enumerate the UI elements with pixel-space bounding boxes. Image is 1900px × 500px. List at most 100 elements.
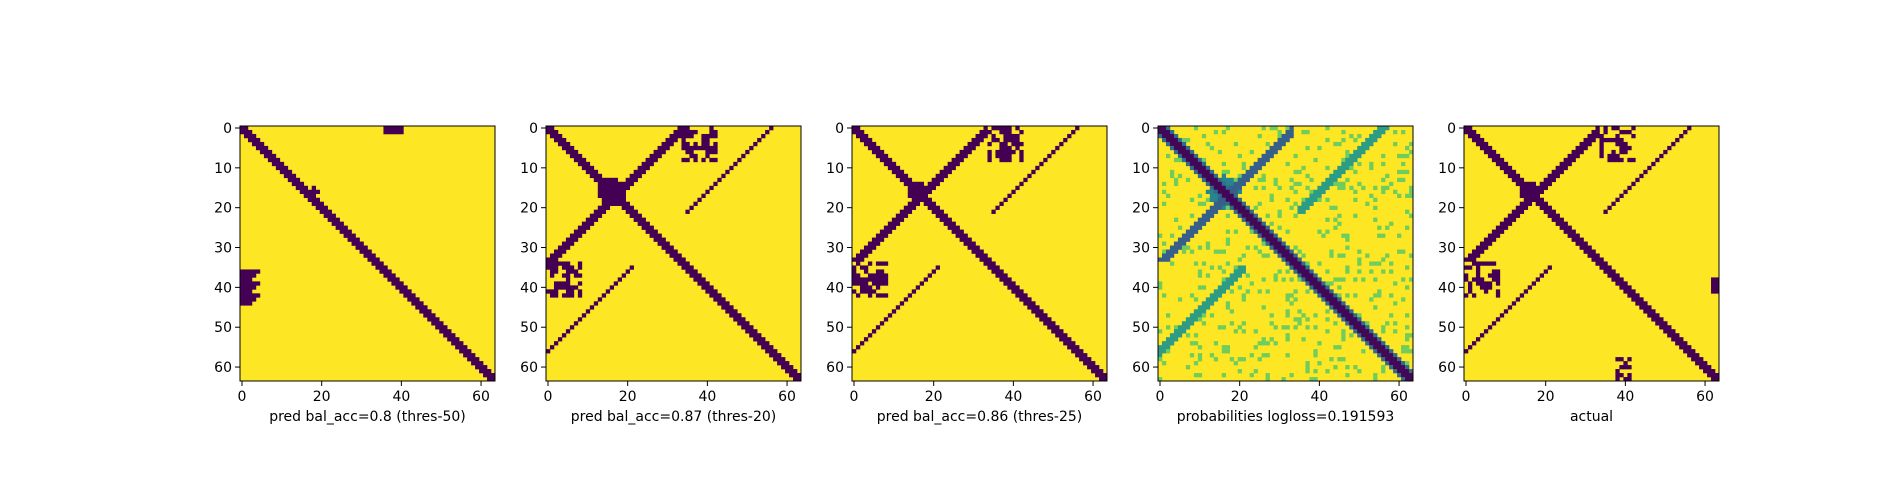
heatmap-cell [1273,325,1278,330]
heatmap-cell [745,329,750,334]
heatmap-cell [251,297,257,302]
heatmap-cell [1213,189,1219,195]
heatmap-cell [240,293,245,298]
heatmap-cell [1393,357,1398,362]
heatmap-cell [331,213,336,218]
heatmap-cell [645,225,650,230]
heatmap-cell [1221,205,1227,210]
heatmap-cell [1389,293,1394,298]
heatmap-cell [907,201,913,206]
heatmap-cell [1297,309,1302,314]
heatmap-cell [1353,137,1358,143]
heatmap-cell [1341,185,1346,191]
heatmap-cell [1397,233,1402,238]
heatmap-cell [883,225,889,230]
heatmap-cell [1217,249,1223,254]
heatmap-cell [605,185,611,191]
heatmap-cell [565,245,571,250]
heatmap-cell [1193,297,1199,302]
heatmap-cell [971,145,976,151]
heatmap-cell [1265,225,1270,230]
heatmap-cell [621,273,626,278]
heatmap-cell [1293,253,1298,258]
heatmap-cell [240,129,245,135]
heatmap-cell [1169,169,1175,175]
heatmap-cell [713,149,718,155]
heatmap-cell [701,285,706,290]
heatmap-cell [1587,141,1592,147]
heatmap-cell [1293,201,1298,206]
heatmap-cell [1281,245,1286,250]
heatmap-cell [1193,169,1199,175]
heatmap-cell [1357,145,1362,151]
heatmap-cell [243,301,249,306]
heatmap-cell [1631,133,1636,139]
heatmap-cell [1273,141,1278,147]
heatmap-cell [1201,261,1207,266]
heatmap-cell [1389,361,1394,366]
heatmap-cell [931,177,936,183]
heatmap-cell [1197,201,1203,206]
heatmap-cell [1071,341,1076,346]
heatmap-cell [1317,185,1322,191]
heatmap-cell [295,181,301,187]
heatmap-cell [1165,129,1171,135]
heatmap-cell [1715,373,1720,378]
y-tick-label: 0 [1141,121,1150,137]
heatmap-cell [1329,297,1334,302]
heatmap-cell [1297,265,1302,270]
heatmap-cell [852,273,857,278]
heatmap-cell [557,141,563,147]
heatmap-cell [649,229,654,234]
heatmap-cell [1361,141,1366,147]
heatmap-cell [323,213,328,218]
heatmap-cell [1405,373,1410,378]
heatmap-cell [1543,185,1548,191]
heatmap-cell [999,149,1004,155]
heatmap-cell [601,181,607,187]
heatmap-cell [983,126,988,131]
heatmap-cell [411,301,416,306]
heatmap-cell [459,345,464,350]
heatmap-cell [1193,165,1199,171]
heatmap-cell [1261,233,1266,238]
heatmap-cell [689,149,694,155]
heatmap-cell [1409,369,1414,374]
heatmap-cell [1337,253,1342,258]
heatmap-cell [681,141,686,147]
heatmap-cell [733,161,738,167]
heatmap-cell [1189,249,1195,254]
heatmap-cell [1237,257,1242,262]
heatmap-cell [1479,241,1485,246]
heatmap-cell [1317,197,1322,202]
heatmap-cell [1377,293,1382,298]
heatmap-cell [797,377,802,382]
heatmap-cell [1261,277,1266,282]
heatmap-cell [1381,233,1386,238]
heatmap-cell [1345,245,1350,250]
heatmap-cell [1405,337,1410,342]
heatmap-cell [1333,141,1338,147]
heatmap-cell [1217,193,1223,199]
heatmap-cell [1651,309,1656,314]
heatmap-cell [1619,281,1624,286]
heatmap-cell [1321,289,1326,294]
heatmap-cell [335,225,340,230]
heatmap-cell [1591,129,1596,135]
heatmap-cell [553,265,559,270]
heatmap-cell [883,261,889,266]
heatmap-cell [1213,177,1219,183]
heatmap-cell [1369,133,1374,139]
heatmap-cell [1683,349,1688,354]
heatmap-cell [1281,137,1286,143]
heatmap-cell [1173,249,1179,254]
heatmap-cell [1269,241,1274,246]
heatmap-cell [899,177,905,183]
heatmap-cell [1047,153,1052,159]
heatmap-cell [753,141,758,147]
heatmap-cell [549,133,555,139]
heatmap-cell [1269,221,1274,226]
heatmap-cell [240,269,245,274]
heatmap-cell [923,189,928,195]
heatmap-cell [601,189,607,195]
